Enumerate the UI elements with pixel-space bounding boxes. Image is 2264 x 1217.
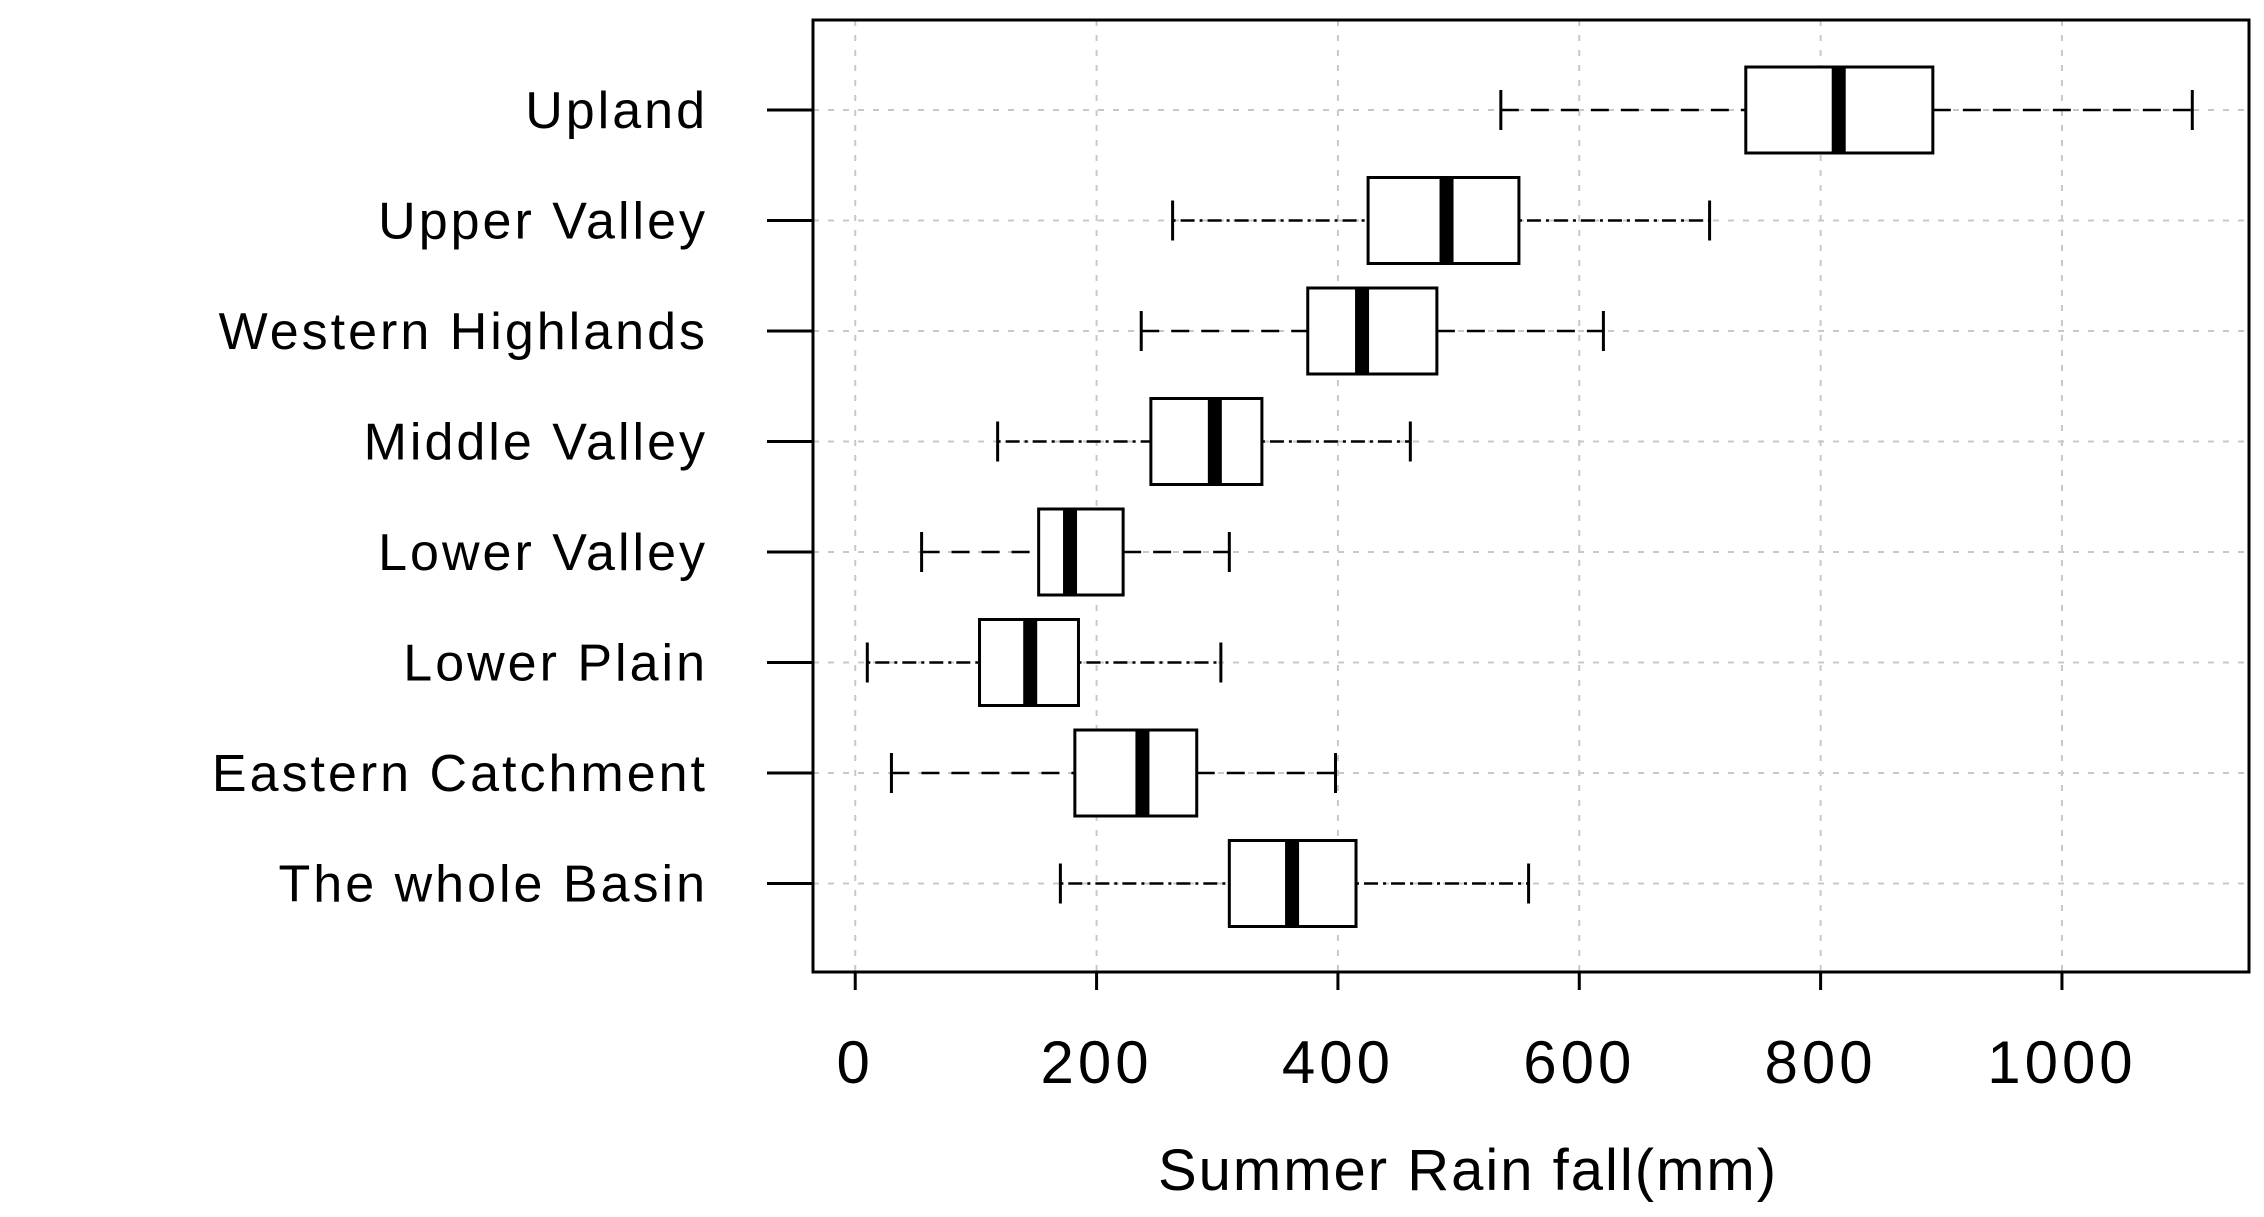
category-label-upper-valley: Upper Valley <box>378 193 708 251</box>
x-tick-label-200: 200 <box>1041 1029 1153 1096</box>
plot-frame <box>811 18 2251 974</box>
grid-layer <box>813 20 2249 972</box>
x-tick-label-400: 400 <box>1282 1029 1394 1096</box>
category-label-lower-valley: Lower Valley <box>378 524 708 582</box>
x-tick-label-800: 800 <box>1765 1029 1877 1096</box>
category-label-lower-plain: Lower Plain <box>403 635 708 693</box>
x-axis: 0 200 400 600 800 1000 <box>837 972 2136 1096</box>
category-label-middle-valley: Middle Valley <box>364 414 708 472</box>
category-label-upland: Upland <box>525 82 708 140</box>
x-tick-label-0: 0 <box>837 1029 874 1096</box>
x-tick-label-600: 600 <box>1523 1029 1635 1096</box>
x-axis-title: Summer Rain fall(mm) <box>1158 1138 1778 1203</box>
box-lower-valley <box>1037 507 1125 597</box>
x-tick-label-1000: 1000 <box>1987 1029 2136 1096</box>
y-axis: Upland Upper Valley Western Highlands Middl… <box>212 82 813 914</box>
category-label-the-whole-basin: The whole Basin <box>279 856 708 914</box>
whisker-layer <box>865 90 2194 904</box>
box-middle-valley <box>1149 397 1264 486</box>
category-label-eastern-catchment: Eastern Catchment <box>212 745 708 803</box>
box-layer <box>978 65 1935 928</box>
category-label-western-highlands: Western Highlands <box>219 303 708 361</box>
box-western-highlands <box>1306 286 1439 376</box>
